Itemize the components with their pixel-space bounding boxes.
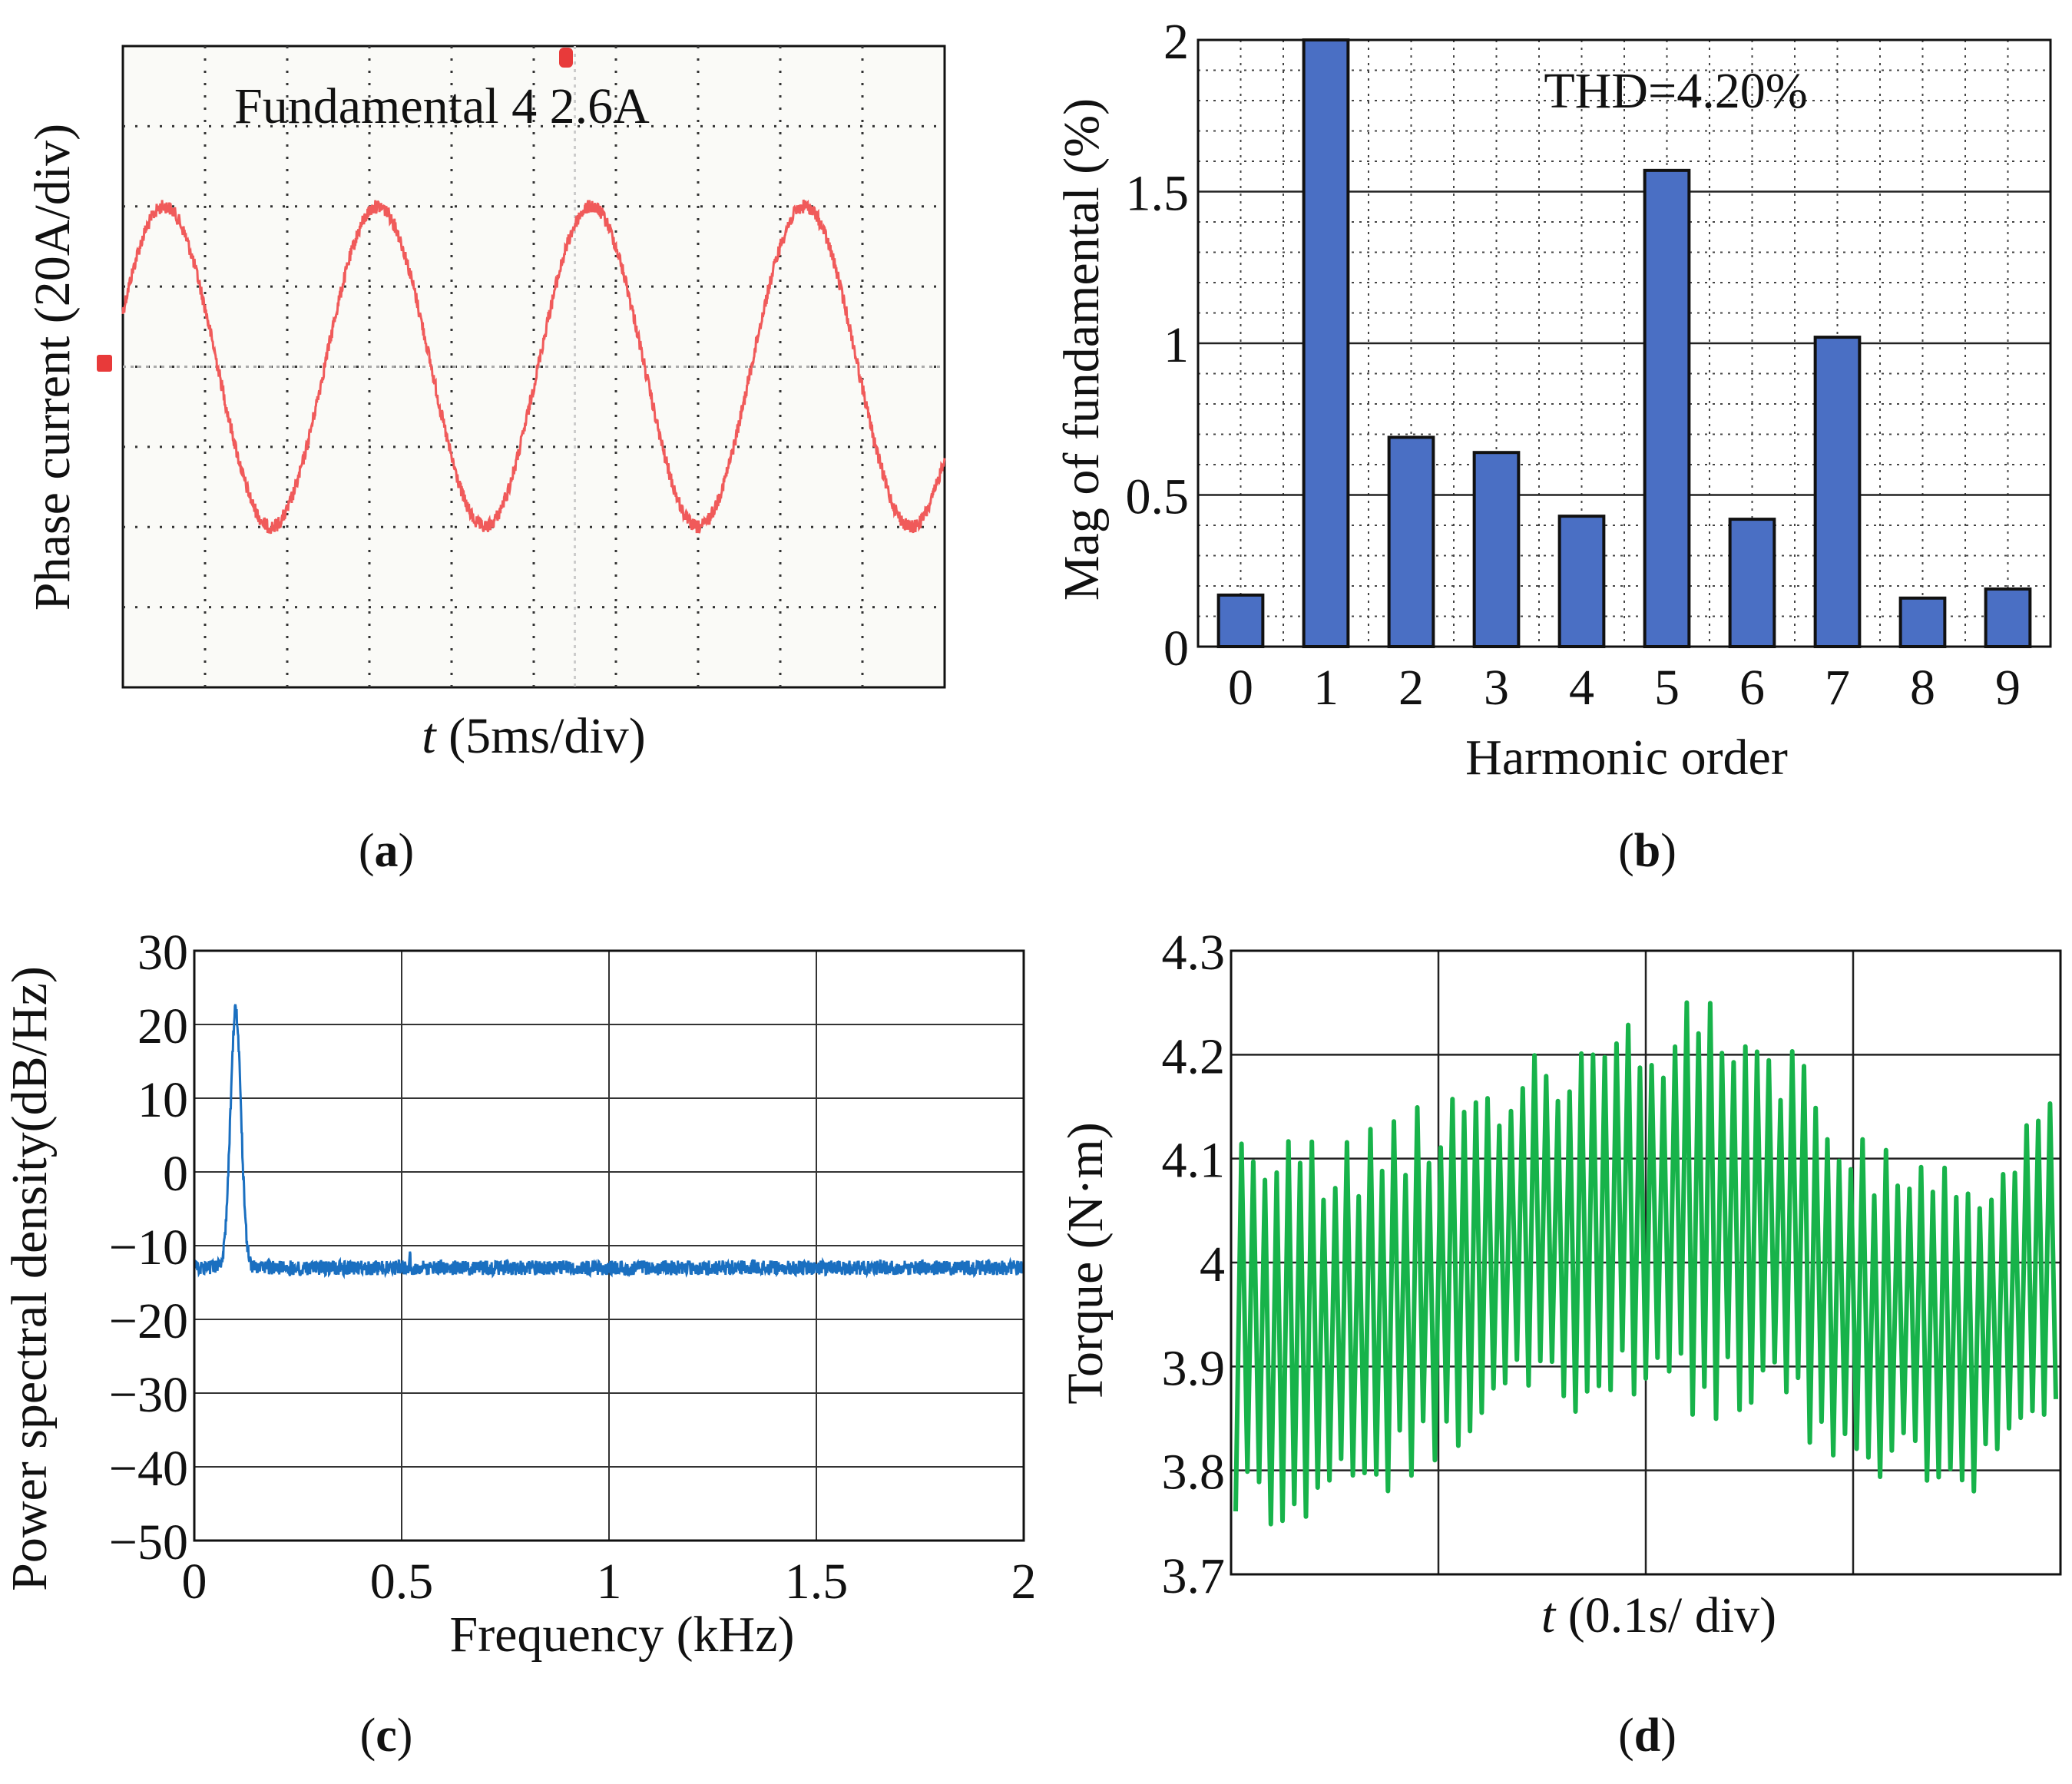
- panel-c-ytick-label: −50: [109, 1514, 188, 1571]
- panel-c-frame: [193, 949, 1025, 1542]
- panel-b-xtick-label: 9: [1995, 660, 2021, 716]
- panel-b: 0 0.5 1 1.5 2 0 1 2 3 4 5 6 7 8 9 THD=4.20% Mag of fu…: [1054, 14, 2052, 877]
- panel-b-xtick-label: 8: [1910, 660, 1935, 716]
- panel-b-bar-6: [1728, 518, 1776, 648]
- panel-c-xtick-label: 0: [182, 1554, 207, 1610]
- panel-c-caption: (c): [360, 1710, 413, 1762]
- panel-c-xtick-label: 1: [597, 1554, 622, 1610]
- panel-b-ylabel: Mag of fundamental (%): [1054, 98, 1110, 601]
- panel-b-xtick-label: 1: [1313, 660, 1339, 716]
- panel-d-ytick-label: 4: [1200, 1236, 1225, 1292]
- panel-c-xtick-label: 0.5: [370, 1554, 434, 1610]
- panel-b-caption: (b): [1618, 825, 1676, 877]
- panel-a-trigger-marker: [559, 48, 573, 68]
- panel-a-grid: [123, 46, 945, 687]
- panel-d-ytick-label: 4.2: [1162, 1028, 1226, 1084]
- panel-b-bar-0: [1216, 593, 1265, 648]
- panel-d-yticks: 4.3 4.2 4.1 4 3.9 3.8 3.7: [1162, 925, 1226, 1604]
- panel-a-ground-marker: [97, 355, 112, 372]
- panel-d-ytick-label: 3.8: [1162, 1445, 1226, 1501]
- panel-b-caption-letter: b: [1634, 825, 1660, 877]
- panel-c-ytick-label: 0: [163, 1146, 188, 1202]
- panel-d-frame: [1230, 949, 2062, 1576]
- panel-d-ytick-label: 4.3: [1162, 925, 1226, 981]
- panel-b-bars: [1216, 38, 2032, 649]
- panel-b-xtick-label: 7: [1825, 660, 1850, 716]
- panel-a-caption: (a): [359, 825, 414, 877]
- panel-d-ylabel: Torque (N·m): [1058, 1122, 1114, 1404]
- panel-c-xtick-label: 1.5: [785, 1554, 849, 1610]
- panel-a-series-line: [121, 199, 946, 535]
- panel-b-ytick-label: 1: [1163, 317, 1189, 373]
- panel-c-ytick-label: −20: [109, 1293, 188, 1349]
- panel-c-ytick-label: 20: [137, 998, 188, 1054]
- panel-b-xtick-label: 5: [1654, 660, 1680, 716]
- panel-b-bar-8: [1898, 596, 1947, 648]
- panel-c-yticks: 30 20 10 0 −10 −20 −30 −40 −50: [109, 925, 188, 1571]
- panel-a-xlabel-t: t: [422, 708, 437, 764]
- panel-b-ytick-label: 0: [1163, 621, 1189, 677]
- panel-b-bar-4: [1557, 515, 1606, 649]
- panel-b-yticks: 0 0.5 1 1.5 2: [1126, 14, 1190, 677]
- panel-d-ytick-label: 3.9: [1162, 1340, 1226, 1396]
- panel-d-caption: (d): [1618, 1710, 1676, 1762]
- panel-c-ytick-label: 10: [137, 1072, 188, 1128]
- panel-b-xtick-label: 2: [1398, 660, 1424, 716]
- panel-b-bar-2: [1387, 435, 1435, 648]
- panel-a-xlabel: t (5ms/div): [422, 708, 646, 764]
- panel-c-ytick-label: −10: [109, 1220, 188, 1276]
- panel-a: Fundamental 4 2.6A Phase current (20A/di…: [25, 45, 946, 877]
- panel-c-grid: [194, 951, 1024, 1541]
- panel-d-series-line: [1233, 1000, 2058, 1527]
- panel-d-xlabel-t: t: [1541, 1587, 1557, 1643]
- panel-c-ytick-label: −30: [109, 1367, 188, 1423]
- panel-c-ytick-label: 30: [137, 925, 188, 981]
- panel-b-frame: [1197, 38, 2052, 648]
- panel-c-xticks: 0 0.5 1 1.5 2: [182, 1554, 1037, 1610]
- panel-c: 30 20 10 0 −10 −20 −30 −40 −50 0 0.5 1 1.5 2 Power s…: [2, 925, 1037, 1762]
- panel-b-ytick-label: 0.5: [1126, 469, 1190, 525]
- panel-a-ylabel: Phase current (20A/div): [25, 124, 81, 611]
- panel-b-bar-5: [1643, 168, 1691, 649]
- panel-b-bar-9: [1984, 587, 2032, 649]
- panel-a-xlabel-text: (5ms/div): [448, 708, 646, 764]
- panel-d-xlabel-text: (0.1s/ div): [1568, 1587, 1776, 1643]
- panel-b-bar-3: [1472, 451, 1521, 649]
- panel-c-ytick-label: −40: [109, 1441, 188, 1497]
- panel-b-xlabel: Harmonic order: [1465, 730, 1788, 786]
- panel-c-xtick-label: 2: [1011, 1554, 1037, 1610]
- panel-c-caption-letter: c: [376, 1710, 397, 1762]
- panel-c-ylabel: Power spectral density(dB/Hz): [2, 966, 58, 1591]
- panel-b-xtick-label: 3: [1484, 660, 1509, 716]
- panel-b-bar-7: [1813, 336, 1862, 648]
- panel-b-ytick-label: 2: [1163, 14, 1189, 70]
- panel-b-xtick-label: 6: [1739, 660, 1765, 716]
- panel-a-title: Fundamental 4 2.6A: [234, 78, 650, 134]
- panel-b-xtick-label: 0: [1228, 660, 1253, 716]
- panel-d-xlabel: t (0.1s/ div): [1541, 1587, 1776, 1643]
- panel-d-caption-letter: d: [1634, 1710, 1660, 1762]
- panel-c-series-line: [193, 1004, 1025, 1279]
- panel-b-xtick-label: 4: [1569, 660, 1594, 716]
- panel-d-ytick-label: 3.7: [1162, 1548, 1226, 1604]
- panel-a-caption-letter: a: [375, 825, 399, 877]
- panel-d: 4.3 4.2 4.1 4 3.9 3.8 3.7 Torque (N·m) t (0.1s…: [1058, 925, 2062, 1762]
- panel-b-bar-1: [1302, 38, 1350, 648]
- panel-d-ytick-label: 4.1: [1162, 1133, 1226, 1189]
- panel-c-xlabel: Frequency (kHz): [450, 1607, 795, 1663]
- panel-b-title: THD=4.20%: [1544, 63, 1807, 119]
- panel-b-xticks: 0 1 2 3 4 5 6 7 8 9: [1228, 660, 2021, 716]
- panel-b-ytick-label: 1.5: [1126, 166, 1190, 222]
